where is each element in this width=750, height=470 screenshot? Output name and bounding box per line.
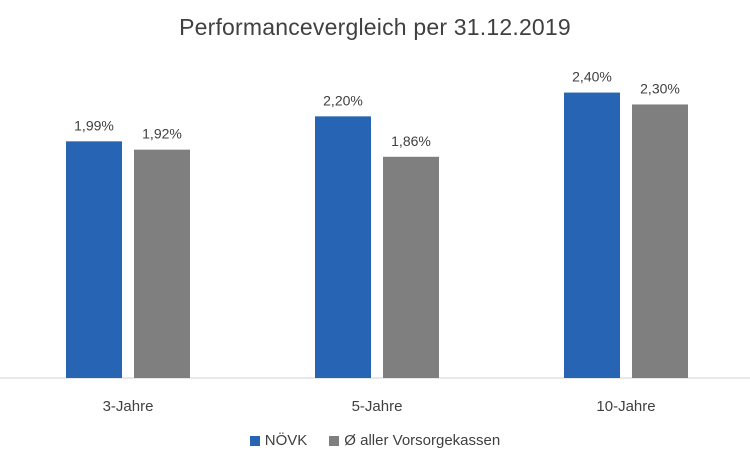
bar-series-1-10-jahre (564, 92, 620, 379)
bar-series-1-3-jahre (66, 141, 122, 378)
bar-series-2-10-jahre (632, 104, 688, 378)
legend-label-series-2: Ø aller Vorsorgekassen (344, 432, 501, 449)
legend-item-series-1: NÖVK (249, 432, 308, 449)
data-labels-group: 1,99% 2,20% 2,40% 1,92% 1,86% 2,30% (74, 69, 680, 149)
category-label-3-jahre: 3-Jahre (103, 398, 154, 415)
legend-item-series-2: Ø aller Vorsorgekassen (329, 432, 500, 449)
data-label-series-2-10-jahre: 2,30% (640, 80, 680, 96)
category-label-5-jahre: 5-Jahre (352, 398, 403, 415)
legend-swatch-series-1 (249, 435, 260, 446)
data-label-series-2-5-jahre: 1,86% (391, 133, 431, 149)
data-label-series-1-5-jahre: 2,20% (323, 92, 363, 108)
chart-title: Performancevergleich per 31.12.2019 (179, 14, 571, 40)
legend-label-series-1: NÖVK (264, 432, 308, 449)
data-label-series-2-3-jahre: 1,92% (142, 126, 182, 142)
category-label-10-jahre: 10-Jahre (596, 398, 655, 415)
data-label-series-1-3-jahre: 1,99% (74, 117, 114, 133)
bars-group (66, 92, 688, 379)
bar-series-2-5-jahre (383, 156, 439, 378)
bar-series-2-3-jahre (134, 149, 190, 378)
category-labels-group: 3-Jahre 5-Jahre 10-Jahre (103, 398, 656, 415)
bar-series-1-5-jahre (315, 116, 371, 378)
data-label-series-1-10-jahre: 2,40% (572, 69, 612, 85)
legend-swatch-series-2 (329, 435, 340, 446)
legend: NÖVK Ø aller Vorsorgekassen (0, 432, 750, 449)
